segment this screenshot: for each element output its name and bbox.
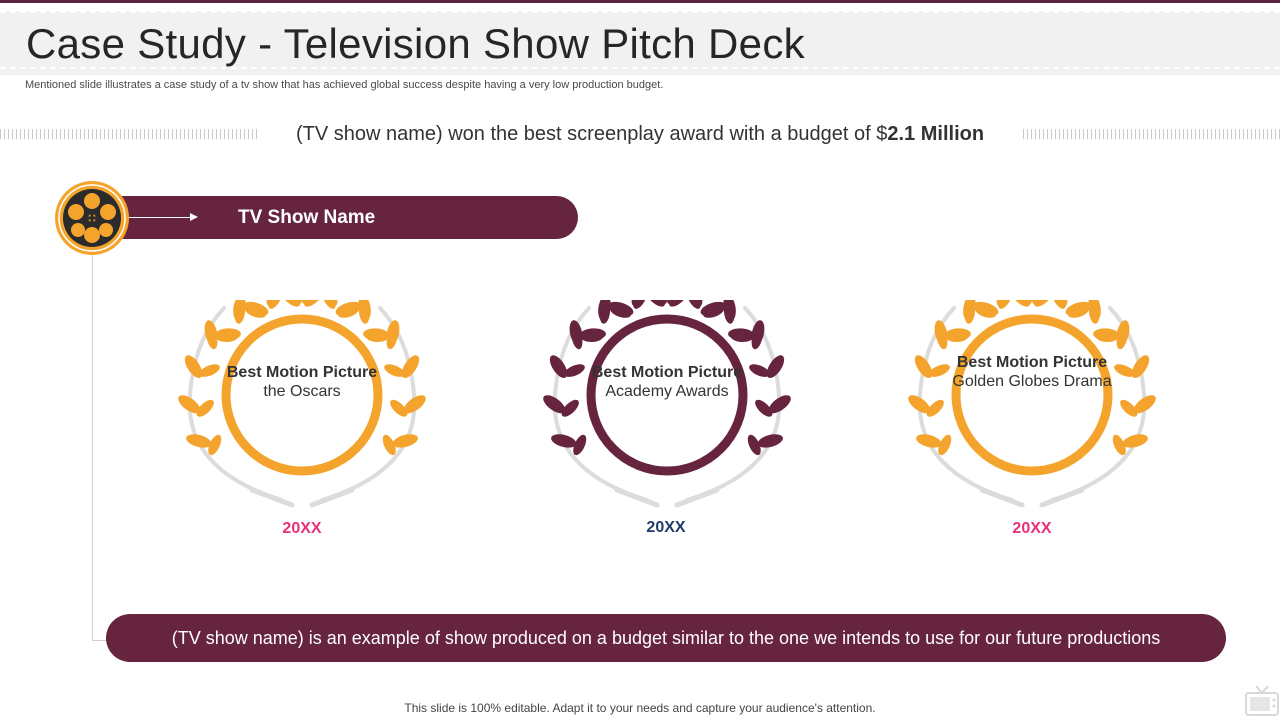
award-year: 20XX: [646, 519, 686, 536]
award-title: Best Motion Picture: [226, 364, 378, 381]
slide-subtitle: Mentioned slide illustrates a case study…: [25, 79, 664, 91]
headline-text: (TV show name) won the best screenplay a…: [295, 123, 888, 145]
title-band-divider: [0, 67, 1280, 69]
timeline-connector: [92, 640, 108, 641]
award-card-golden-globes: Best Motion Picture Golden Globes Drama: [902, 300, 1162, 510]
laurel-wreath-icon: [908, 300, 1156, 508]
page-title: Case Study - Television Show Pitch Deck: [26, 20, 805, 67]
headline: (TV show name) won the best screenplay a…: [0, 123, 1280, 146]
film-reel-icon: [55, 181, 129, 255]
award-title: Best Motion Picture: [956, 354, 1108, 371]
top-rule: [0, 0, 1280, 3]
footer-note: This slide is 100% editable. Adapt it to…: [404, 701, 876, 715]
award-card-academy: Best Motion Picture Academy Awards: [537, 300, 797, 510]
award-card-oscars: Best Motion Picture the Oscars: [172, 300, 432, 510]
bottom-banner-text: (TV show name) is an example of show pro…: [171, 628, 1161, 648]
headline-budget: 2.1 Million: [887, 123, 985, 145]
arrow-right-icon: [128, 217, 192, 218]
hatch-decoration-left: [0, 129, 258, 139]
bottom-banner: [106, 614, 1226, 662]
title-band: [0, 11, 1280, 75]
award-text: Best Motion Picture the Oscars: [222, 363, 382, 401]
award-subtitle: Academy Awards: [605, 383, 729, 400]
show-name: TV Show Name: [238, 207, 376, 228]
award-text: Best Motion Picture Academy Awards: [587, 363, 747, 401]
laurel-wreath-icon: [543, 300, 791, 508]
award-subtitle: Golden Globes Drama: [952, 373, 1112, 390]
award-year: 20XX: [282, 520, 322, 537]
timeline-vertical: [92, 254, 93, 640]
award-subtitle: the Oscars: [263, 383, 341, 400]
award-year: 20XX: [1012, 520, 1052, 537]
laurel-wreath-icon: [178, 300, 426, 508]
tv-icon: [1245, 685, 1279, 716]
award-text: Best Motion Picture Golden Globes Drama: [952, 353, 1112, 391]
award-title: Best Motion Picture: [591, 364, 743, 381]
arrow-head: [190, 213, 198, 221]
hatch-decoration-right: [1023, 129, 1280, 139]
